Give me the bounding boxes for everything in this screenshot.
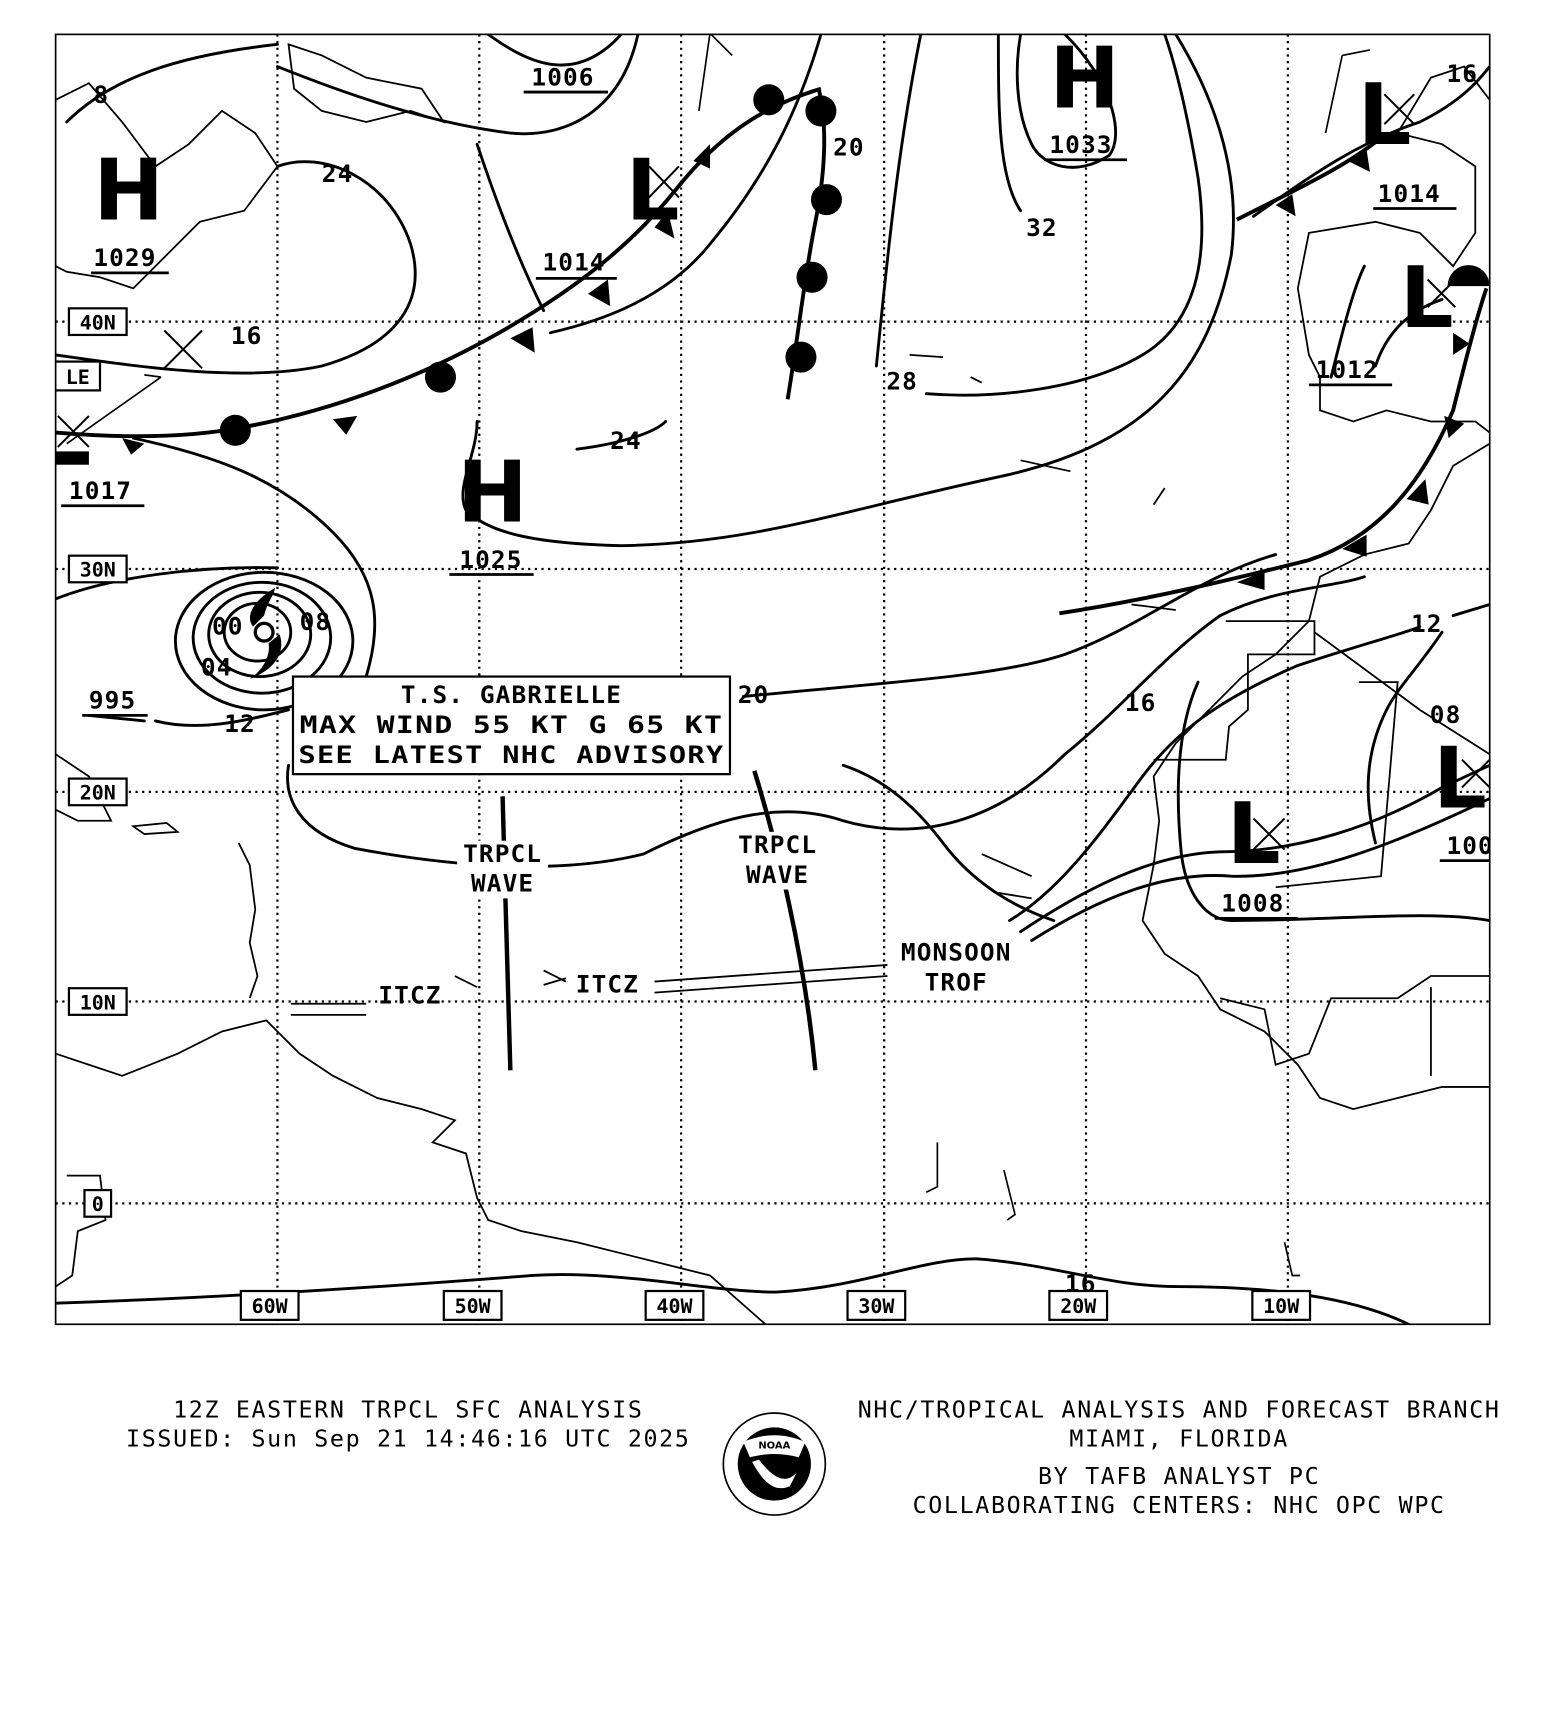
- lon-label: 50W: [455, 1294, 492, 1318]
- pressure-value: 100: [1446, 831, 1493, 860]
- issued-time: ISSUED: Sun Sep 21 14:46:16 UTC 2025: [126, 1425, 690, 1452]
- lon-label: 20W: [1060, 1294, 1097, 1318]
- isobars: [55, 34, 1490, 1325]
- isobar-label: 08: [300, 607, 332, 636]
- tropical-wave-label: TRPCL: [738, 830, 817, 859]
- lon-label: 30W: [858, 1294, 895, 1318]
- lat-label: 30N: [80, 558, 116, 582]
- pressure-value: 1006: [531, 62, 594, 91]
- noaa-logo-text: NOAA: [758, 1441, 790, 1452]
- storm-max-wind: MAX WIND 55 KT G 65 KT: [300, 710, 724, 739]
- high-pressure-letter: H: [457, 443, 528, 541]
- occluded-front: [785, 88, 842, 400]
- tropical-storm-symbol: [249, 587, 282, 679]
- pressure-value: 1017: [69, 476, 132, 505]
- cold-front-west: [55, 84, 822, 455]
- low-pressure-letter: L: [1358, 66, 1412, 164]
- lat-label: 40N: [80, 310, 116, 334]
- longitude-labels: 60W 50W 40W 30W 20W 10W: [239, 1289, 1312, 1321]
- isobar-label: 32: [1026, 213, 1058, 242]
- wind-barbs: [66, 34, 1371, 1277]
- isobar-label: 12: [1411, 609, 1443, 638]
- isobar-label: 08: [1430, 700, 1462, 729]
- isobar-label: 00: [212, 611, 244, 640]
- isobar-label: 12: [224, 709, 256, 738]
- pressure-value: 1029: [93, 243, 156, 272]
- low-pressure-letter: L: [626, 142, 680, 240]
- itcz-label: ITCZ: [378, 981, 441, 1010]
- storm-advisory-note: SEE LATEST NHC ADVISORY: [299, 740, 725, 769]
- lat-label: 20N: [80, 781, 116, 805]
- isobar-label: 20: [833, 132, 865, 161]
- tropical-wave-label: WAVE: [746, 860, 809, 889]
- central-pressure-values: 1029 1014 1033 1014 1012 1025 1008 100 1…: [61, 62, 1493, 920]
- lat-label: 10N: [80, 990, 116, 1014]
- isobar-labels: 8 24 16 20 32 28 24 00 08 04 12 20 16 12…: [93, 59, 1478, 1298]
- low-pressure-letter: L: [1227, 785, 1281, 883]
- isobar-label: 16: [1446, 59, 1478, 88]
- feature-labels: TRPCL WAVE TRPCL WAVE ITCZ ITCZ MONSOON …: [378, 830, 1012, 1010]
- isobar-label: 04: [201, 652, 233, 681]
- pressure-value: 995: [89, 686, 136, 715]
- footer: 12Z EASTERN TRPCL SFC ANALYSIS ISSUED: S…: [126, 1396, 1501, 1519]
- itcz-monsoon-trough: [290, 964, 888, 1016]
- pressure-value: 1014: [543, 248, 606, 277]
- cold-front-east: [1059, 131, 1490, 616]
- monsoon-trough-label: MONSOON: [901, 937, 1012, 966]
- noaa-logo: NOAA: [722, 1412, 827, 1516]
- collaborating-centers: COLLABORATING CENTERS: NHC OPC WPC: [913, 1492, 1446, 1519]
- isobar-label: 20: [738, 680, 770, 709]
- isobar-label: 28: [886, 366, 918, 395]
- product-title: 12Z EASTERN TRPCL SFC ANALYSIS: [173, 1396, 643, 1423]
- high-pressure-letter: H: [93, 142, 164, 240]
- low-pressure-letter: L: [1433, 729, 1487, 827]
- branch-name: NHC/TROPICAL ANALYSIS AND FORECAST BRANC…: [858, 1396, 1501, 1423]
- coastlines: [55, 43, 1490, 1325]
- map-panel: H L H L L H L L 1029 1014 1033 1014 1012…: [55, 30, 1493, 1325]
- edge-label: LE: [66, 365, 90, 389]
- location: MIAMI, FLORIDA: [1069, 1425, 1289, 1452]
- high-pressure-letter: H: [1049, 30, 1120, 128]
- latitude-labels: 40N 30N 20N 10N 0 LE: [55, 307, 128, 1218]
- isobar-label: 24: [610, 426, 642, 455]
- isobar-label: 24: [322, 159, 354, 188]
- lon-label: 40W: [656, 1294, 693, 1318]
- monsoon-trough-label: TROF: [925, 967, 988, 996]
- tropical-wave-label: WAVE: [471, 869, 534, 898]
- lon-label: 10W: [1263, 1294, 1300, 1318]
- lat-lon-grid: [55, 34, 1490, 1325]
- low-pressure-letter: L: [1400, 249, 1454, 347]
- pressure-center-symbols: [57, 93, 1490, 851]
- itcz-label: ITCZ: [576, 970, 639, 999]
- pressure-value: 1014: [1378, 179, 1441, 208]
- pressure-value: 1033: [1049, 130, 1112, 159]
- storm-name: T.S. GABRIELLE: [401, 680, 622, 709]
- pressure-value: 1025: [459, 545, 522, 574]
- map-frame: [54, 33, 1491, 1326]
- pressure-value: 1012: [1316, 355, 1379, 384]
- tropical-wave-label: TRPCL: [463, 839, 542, 868]
- tropical-waves: [500, 770, 818, 1071]
- lon-label: 60W: [252, 1294, 289, 1318]
- storm-info-box: T.S. GABRIELLE MAX WIND 55 KT G 65 KT SE…: [291, 675, 732, 776]
- isobar-label: 8: [93, 80, 109, 109]
- isobar-label: 16: [1125, 688, 1157, 717]
- isobar-label: 16: [231, 321, 263, 350]
- pressure-value: 1008: [1221, 889, 1284, 918]
- analyst: BY TAFB ANALYST PC: [1038, 1463, 1320, 1490]
- lat-label: 0: [92, 1192, 104, 1216]
